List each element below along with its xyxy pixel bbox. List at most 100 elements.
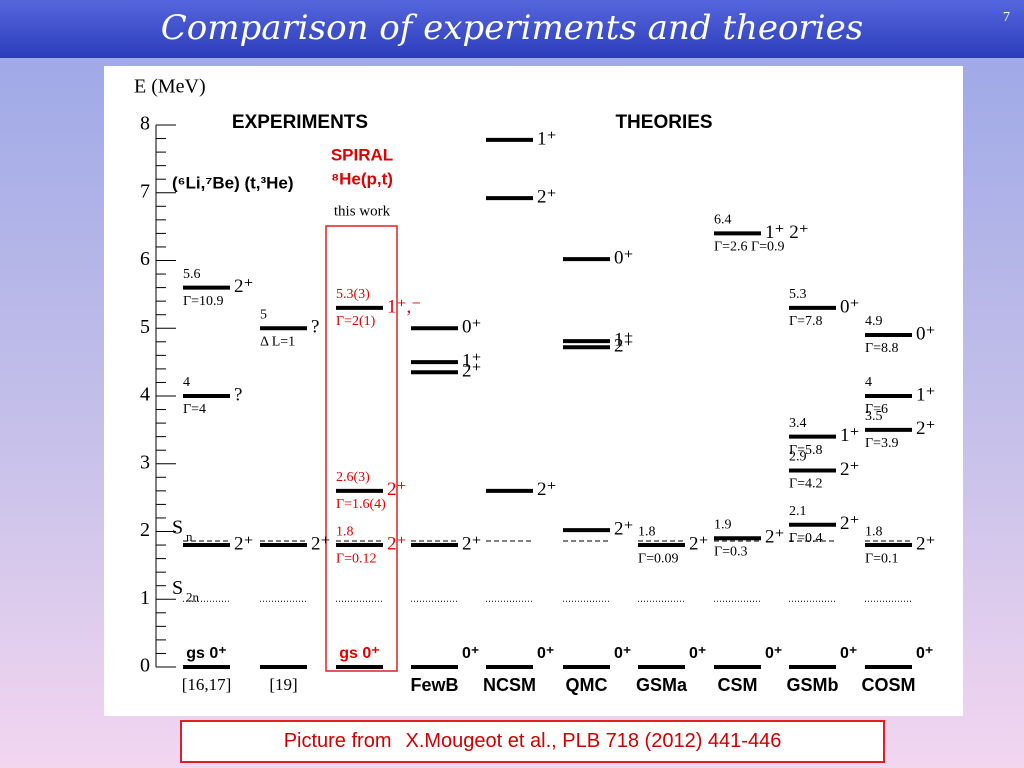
- column-label: COSM: [862, 675, 916, 695]
- energy-label: 4: [183, 375, 190, 390]
- spin: 1⁺: [614, 329, 634, 350]
- spin: 0⁺: [840, 296, 860, 317]
- source: X.Mougeot et al., PLB 718 (2012) 441-446: [405, 730, 782, 752]
- width-label: Γ=2(1): [336, 314, 376, 329]
- width-label: Γ=0.12: [336, 551, 377, 566]
- energy-label: 1.8: [638, 524, 656, 539]
- highlight-box: [325, 225, 398, 672]
- column-label: FewB: [410, 675, 458, 695]
- energy-label: 1.9: [714, 517, 732, 532]
- energy-label: 5.3: [789, 287, 807, 302]
- energy-label: 1.8: [865, 524, 883, 539]
- column-label: [19]: [269, 675, 297, 694]
- y-tick-label: 0: [140, 655, 150, 677]
- y-tick-label: 6: [140, 248, 150, 270]
- spin: 2⁺: [462, 533, 482, 554]
- width-label: Γ=2.6 Γ=0.9: [714, 240, 784, 255]
- spin: 2⁺: [537, 187, 557, 208]
- spin: 2⁺: [689, 533, 709, 554]
- spin: gs 0⁺: [339, 645, 379, 662]
- spin: 2⁺: [462, 361, 482, 382]
- energy-label: 5.3(3): [336, 287, 370, 302]
- spin: 0⁺: [916, 323, 936, 344]
- energy-label: 6.4: [714, 213, 732, 228]
- spin: 1⁺: [916, 384, 936, 405]
- y-tick-label: 8: [140, 113, 150, 135]
- spin: 1⁺: [537, 128, 557, 149]
- spin: 2⁺: [765, 527, 785, 548]
- y-tick-label: 7: [140, 180, 150, 202]
- width-label: Δ L=1: [260, 334, 295, 349]
- spin: 1⁺: [840, 425, 860, 446]
- spin: 2⁺: [234, 533, 254, 554]
- y-tick-label: 4: [140, 384, 150, 406]
- column-label: GSMb: [787, 675, 839, 695]
- spin: 0⁺: [537, 645, 554, 662]
- column-label: [16,17]: [182, 675, 232, 694]
- spin: 0⁺: [462, 317, 482, 338]
- spin: 2⁺: [387, 533, 407, 554]
- spin: 2⁺: [916, 533, 936, 554]
- spin: 1⁺: [462, 350, 482, 371]
- spin: 2⁺: [537, 479, 557, 500]
- energy-label: 4.9: [865, 314, 883, 329]
- width-label: Γ=6: [865, 402, 888, 417]
- axis-label: E (MeV): [134, 76, 206, 98]
- spin: 2⁺: [840, 513, 860, 534]
- column-label: CSM: [718, 675, 758, 695]
- spin: 2⁺: [614, 519, 634, 540]
- spin: 0⁺: [462, 645, 479, 662]
- width-label: Γ=3.9: [865, 436, 899, 451]
- level-diagram: E (MeV) EXPERIMENTS THEORIES SPIRAL ⁸He(…: [104, 66, 963, 716]
- spin: 1⁺,⁻: [387, 296, 421, 317]
- spin: 0⁺: [614, 645, 631, 662]
- heading: ⁸He(p,t): [331, 169, 393, 188]
- slide-number: 7: [1003, 10, 1010, 25]
- energy-label: 4: [865, 375, 872, 390]
- heading: (⁶Li,⁷Be) (t,³He): [172, 173, 294, 192]
- source-box: Picture from X.Mougeot et al., PLB 718 (…: [180, 720, 885, 763]
- spin: ?: [311, 317, 319, 338]
- width-label: Γ=4: [183, 402, 206, 417]
- energy-label: 2.9: [789, 450, 807, 465]
- heading: SPIRAL: [331, 145, 393, 164]
- spin: 2⁺: [387, 479, 407, 500]
- energy-label: 1.8: [336, 524, 354, 539]
- title-bar: [0, 0, 1024, 58]
- spin: 2⁺: [840, 459, 860, 480]
- slide-title: Comparison of experiments and theories: [160, 8, 864, 48]
- width-label: Γ=1.6(4): [336, 497, 386, 512]
- threshold-symbol: S: [172, 517, 183, 539]
- spin: 0⁺: [614, 248, 634, 269]
- threshold-symbol: S: [172, 577, 183, 599]
- heading: EXPERIMENTS: [232, 112, 368, 133]
- width-label: Γ=0.09: [638, 551, 679, 566]
- threshold-sub: n: [186, 529, 193, 544]
- source-prefix: Picture from: [283, 730, 392, 752]
- column-label: NCSM: [483, 675, 536, 695]
- width-label: Γ=4.2: [789, 477, 823, 492]
- width-label: Γ=0.1: [865, 551, 899, 566]
- energy-label: 5.6: [183, 267, 201, 282]
- spin: 0⁺: [840, 645, 857, 662]
- energy-label: 2.6(3): [336, 470, 370, 485]
- width-label: Γ=5.8: [789, 443, 823, 458]
- column-label: QMC: [566, 675, 608, 695]
- y-tick-label: 5: [140, 316, 150, 338]
- width-label: Γ=0.3: [714, 544, 748, 559]
- energy-label: 5: [260, 307, 267, 322]
- spin: 2⁺: [234, 276, 254, 297]
- y-tick-label: 2: [140, 519, 150, 541]
- energy-label: 3.5: [865, 409, 883, 424]
- spin: 2⁺: [614, 336, 634, 357]
- energy-label: 3.4: [789, 416, 807, 431]
- width-label: Γ=7.8: [789, 314, 823, 329]
- width-label: Γ=8.8: [865, 341, 899, 356]
- spin: 2⁺: [311, 533, 331, 554]
- threshold-sub: 2n: [186, 589, 200, 604]
- width-label: Γ=10.9: [183, 294, 224, 309]
- energy-label: 2.1: [789, 504, 807, 519]
- width-label: Γ=0.4: [789, 531, 823, 546]
- heading: THEORIES: [615, 112, 712, 133]
